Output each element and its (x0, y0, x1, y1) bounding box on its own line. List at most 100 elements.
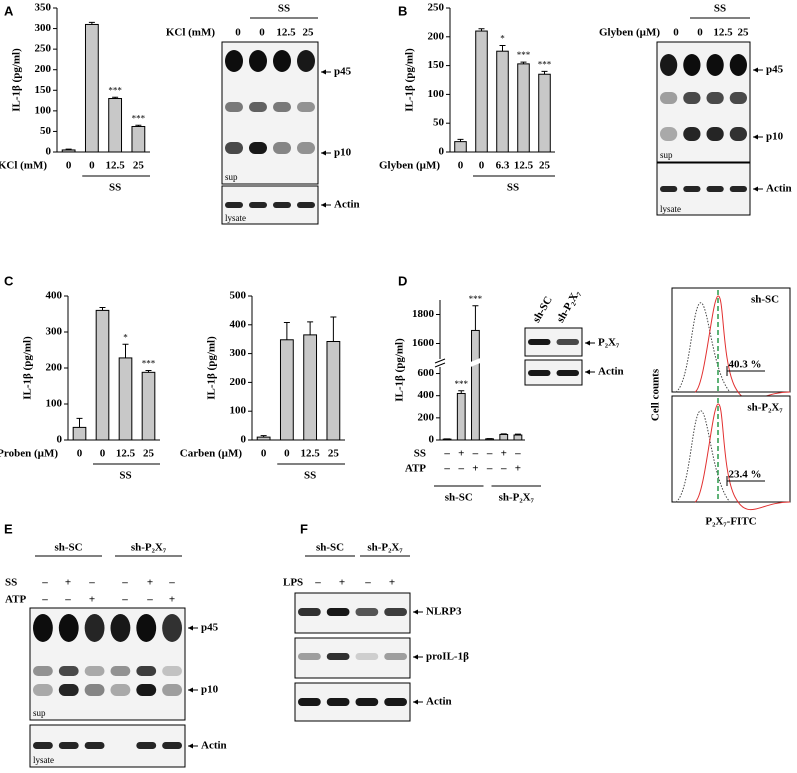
group-label: sh-SC (445, 492, 473, 504)
arrow-head (585, 369, 590, 375)
y-tick-label: 400 (418, 389, 435, 401)
y-tick-label: 400 (230, 318, 247, 330)
y-tick-label: 100 (230, 405, 247, 417)
error-bar (76, 417, 83, 428)
lane-label: 12.5 (713, 27, 733, 39)
band (706, 127, 724, 141)
y-tick-label: 0 (429, 434, 435, 446)
y-tick-label: 200 (418, 411, 435, 423)
bar (108, 98, 123, 153)
y-axis-label: Cell counts (650, 368, 662, 421)
x-axis-label: Carben (µM) (180, 448, 243, 460)
band-label: p45 (201, 622, 219, 634)
x-tick-label: 25 (328, 448, 340, 460)
flow-label: sh-SC (751, 294, 779, 306)
arrow-head (321, 202, 326, 208)
band (225, 142, 243, 154)
bar (61, 149, 76, 153)
x-tick-label: 12.5 (116, 448, 136, 460)
significance: * (500, 34, 505, 44)
y-axis-label: IL-1β (pg/ml) (394, 338, 406, 402)
y-tick-label: 200 (46, 362, 63, 374)
band (706, 54, 724, 76)
condition-label: ATP (5, 594, 26, 606)
arrow-head (585, 340, 590, 346)
band-label: p10 (334, 147, 352, 159)
sup-label: sup (660, 150, 673, 160)
bar (118, 357, 133, 441)
condition-sign: – (486, 463, 493, 475)
y-tick-label: 0 (439, 146, 445, 158)
band (110, 684, 131, 696)
y-axis-label: IL-1β (pg/ml) (22, 336, 34, 400)
condition-sign: – (443, 448, 450, 460)
bar (475, 30, 488, 153)
band (556, 339, 579, 345)
y-tick-label: 250 (35, 43, 52, 55)
band (273, 102, 291, 112)
x-axis-label: Proben (µM) (0, 448, 58, 460)
condition-label: SS (414, 448, 426, 460)
error-bar (307, 321, 314, 335)
band-label: NLRP3 (426, 606, 462, 618)
y-tick-label: 200 (230, 376, 247, 388)
lane-label: sh-P₂X₇ (554, 288, 582, 325)
x-axis-label: P₂X₇-FITC (705, 516, 756, 528)
band (660, 54, 678, 76)
condition-label: SS (5, 577, 17, 589)
x-tick-label: 12.5 (106, 160, 126, 172)
condition-sign: + (89, 594, 95, 606)
significance: *** (455, 379, 469, 389)
condition-sign: – (41, 577, 48, 589)
group-label: sh-P₂X₇ (367, 542, 403, 554)
flow-panel (671, 287, 791, 393)
band (297, 50, 315, 72)
flow-panel (671, 395, 791, 503)
band (556, 370, 579, 376)
sup-label: sup (225, 172, 238, 182)
band (326, 698, 350, 706)
band (33, 666, 53, 676)
significance: *** (538, 59, 552, 69)
blot (294, 637, 411, 679)
condition-sign: + (339, 577, 345, 589)
band (136, 614, 157, 642)
error-bar (88, 21, 95, 25)
significance: * (123, 332, 128, 342)
y-axis-label: IL-1β (pg/ml) (206, 336, 218, 400)
y-tick-label: 350 (35, 2, 52, 14)
band (33, 742, 53, 749)
error-bar (457, 138, 464, 142)
y-tick-label: 1800 (412, 308, 435, 320)
condition-sign: – (443, 463, 450, 475)
bar (326, 341, 341, 441)
band (683, 54, 701, 76)
arrow-head (413, 699, 418, 705)
x-tick-label: 25 (143, 448, 155, 460)
band (660, 127, 678, 141)
band (249, 50, 267, 72)
y-tick-label: 50 (433, 117, 445, 129)
band (162, 614, 182, 642)
break-mark (434, 362, 446, 368)
arrow-head (753, 186, 758, 192)
band (84, 614, 105, 642)
band-label: p10 (766, 131, 784, 143)
arrow-head (188, 743, 193, 749)
band (162, 742, 182, 749)
error-bar (499, 44, 506, 52)
error-bar (283, 321, 290, 340)
y-tick-label: 0 (46, 146, 52, 158)
bar (499, 433, 509, 441)
band (84, 742, 105, 749)
blot (29, 724, 186, 768)
x-tick-label: 25 (539, 160, 551, 172)
condition-sign: – (514, 448, 521, 460)
error-bar (541, 70, 548, 75)
sup-label: sup (33, 708, 46, 718)
y-tick-label: 300 (46, 326, 63, 338)
band (58, 684, 79, 696)
band (384, 608, 407, 616)
lane-label: 0 (259, 27, 265, 39)
bar (538, 73, 551, 153)
